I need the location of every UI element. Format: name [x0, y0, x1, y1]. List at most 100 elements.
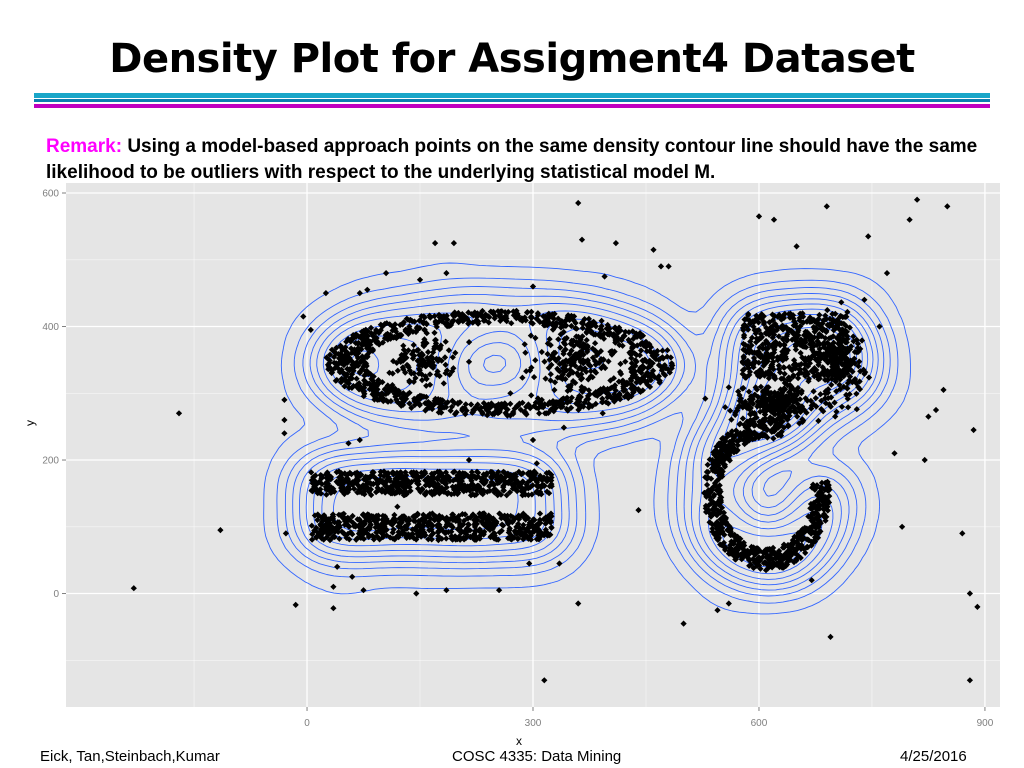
data-point — [460, 487, 467, 494]
data-point — [420, 393, 428, 400]
data-point — [538, 474, 545, 481]
density-contour-line — [284, 286, 891, 597]
data-point — [575, 396, 583, 404]
density-contour-line — [299, 298, 879, 586]
data-point — [377, 472, 384, 479]
data-point — [534, 316, 541, 323]
data-point — [344, 379, 351, 387]
data-point — [605, 358, 612, 365]
data-point — [450, 365, 457, 372]
data-point — [585, 315, 593, 323]
data-point — [436, 404, 443, 411]
data-point — [323, 471, 330, 478]
data-point — [352, 333, 360, 341]
data-point — [364, 368, 371, 375]
data-point — [384, 470, 391, 478]
data-point — [451, 410, 459, 418]
data-point — [444, 399, 451, 406]
data-point — [419, 357, 426, 364]
data-point — [386, 369, 393, 376]
data-point — [584, 344, 591, 351]
data-point — [506, 477, 513, 485]
data-point — [487, 473, 495, 481]
data-point — [341, 470, 349, 477]
data-point — [428, 476, 435, 483]
data-point — [400, 389, 407, 397]
data-point — [441, 354, 449, 361]
data-point — [354, 345, 362, 352]
data-point — [465, 338, 473, 346]
data-point — [349, 481, 356, 488]
data-point — [408, 404, 415, 412]
data-point — [336, 477, 344, 484]
data-point — [399, 393, 406, 401]
data-point — [410, 341, 417, 349]
data-point — [510, 312, 518, 319]
data-point — [429, 364, 437, 371]
data-point — [510, 408, 517, 416]
remark-label: Remark: — [46, 136, 123, 157]
data-point — [309, 486, 316, 494]
data-point — [456, 536, 464, 543]
data-point — [361, 390, 368, 397]
data-point — [612, 324, 619, 332]
data-point — [426, 312, 433, 319]
data-point — [366, 518, 373, 525]
data-point — [507, 400, 514, 408]
data-point — [463, 315, 471, 323]
data-point — [406, 327, 414, 334]
data-point — [436, 372, 443, 380]
data-point — [486, 482, 493, 490]
data-point — [378, 390, 386, 397]
data-point — [541, 482, 548, 489]
data-point — [344, 489, 351, 496]
data-point — [564, 358, 571, 366]
data-point — [425, 357, 432, 364]
data-point — [406, 400, 413, 407]
data-point — [481, 313, 489, 320]
data-point — [565, 383, 572, 390]
data-point — [461, 511, 469, 518]
data-point — [443, 535, 450, 542]
data-point — [504, 406, 511, 413]
data-point — [488, 309, 495, 316]
data-point — [449, 397, 456, 405]
data-point — [630, 335, 637, 342]
data-point — [454, 399, 462, 407]
density-contour-line — [305, 303, 874, 580]
data-point — [540, 313, 547, 320]
data-point — [384, 334, 392, 341]
data-point — [656, 377, 663, 384]
data-point — [428, 523, 436, 530]
data-point — [423, 320, 430, 328]
data-point — [322, 483, 330, 490]
data-point — [487, 403, 494, 410]
data-point — [416, 317, 424, 324]
data-point — [422, 407, 429, 414]
data-point — [488, 468, 496, 476]
data-point — [498, 527, 505, 534]
data-point — [358, 471, 365, 478]
data-point — [495, 468, 502, 476]
data-point — [494, 308, 502, 315]
y-tick-label: 400 — [42, 322, 59, 333]
data-point — [450, 317, 457, 324]
slide-title: Density Plot for Assigment4 Dataset — [109, 36, 915, 82]
data-point — [325, 366, 332, 373]
data-point — [328, 487, 335, 495]
data-point — [465, 485, 472, 492]
data-point — [613, 333, 620, 340]
data-point — [469, 511, 477, 518]
data-point — [540, 404, 547, 411]
data-point — [444, 490, 451, 498]
data-point — [474, 473, 482, 480]
data-point — [560, 348, 567, 355]
data-point — [462, 401, 469, 408]
data-point — [572, 325, 579, 332]
data-point — [495, 489, 503, 497]
data-point — [482, 477, 490, 484]
data-point — [432, 336, 439, 344]
data-point — [442, 403, 450, 411]
